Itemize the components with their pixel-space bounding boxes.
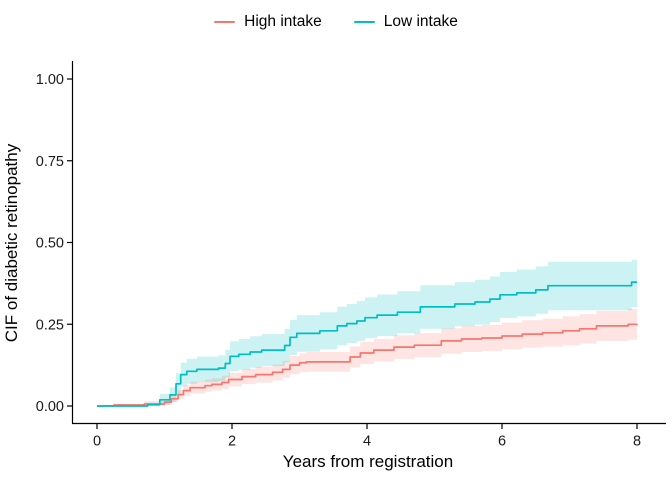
cif-curve-high-intake [97, 323, 638, 407]
legend-label-low-intake: Low intake [383, 13, 458, 30]
x-tick-label: 2 [228, 434, 236, 450]
x-tick-label: 0 [93, 434, 101, 450]
y-axis-title: CIF of diabetic retinopathy [2, 143, 21, 343]
legend: High intake Low intake [0, 14, 672, 30]
x-tick-label: 8 [633, 434, 641, 450]
confidence-band-high-intake [97, 308, 637, 406]
y-tick-label: 0.25 [36, 317, 64, 333]
x-tick-label: 4 [363, 434, 371, 450]
legend-item-high-intake: High intake [214, 14, 322, 30]
legend-label-high-intake: High intake [244, 13, 322, 30]
low-intake-line-swatch-icon [353, 20, 375, 23]
x-tick-label: 6 [498, 434, 506, 450]
y-tick-label: 0.00 [36, 399, 64, 415]
x-axis-title: Years from registration [282, 452, 454, 471]
y-tick-label: 0.50 [36, 236, 64, 252]
legend-item-low-intake: Low intake [353, 13, 458, 30]
y-tick-label: 0.75 [36, 154, 64, 170]
confidence-band-low-intake [97, 259, 637, 406]
cif-curve-low-intake [97, 281, 637, 407]
high-intake-line-swatch-icon [214, 20, 236, 23]
y-tick-label: 1.00 [36, 72, 64, 88]
